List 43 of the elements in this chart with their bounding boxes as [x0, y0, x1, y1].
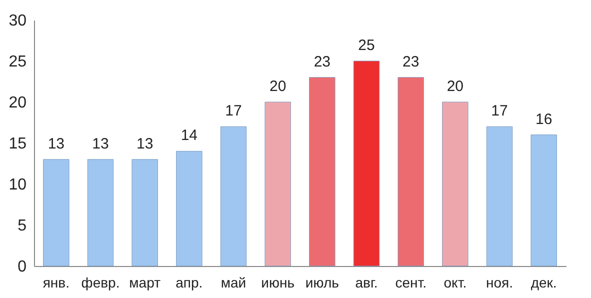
x-tick-label: сент.: [395, 274, 426, 290]
x-tick-label: ноя.: [486, 274, 513, 290]
x-tick-label: дек.: [530, 274, 557, 290]
data-label: 14: [180, 127, 198, 144]
bar: [176, 150, 202, 266]
bar: [220, 126, 247, 266]
x-tick-label: июль: [305, 274, 339, 290]
data-label: 13: [92, 135, 109, 152]
data-label: 13: [136, 135, 154, 152]
y-tick-label: 10: [8, 176, 27, 194]
bar: [442, 102, 468, 266]
bar: [264, 102, 291, 266]
bar: [398, 77, 424, 266]
bar: [132, 159, 158, 266]
x-tick-label: март: [129, 274, 162, 290]
y-tick-label: 30: [8, 12, 27, 30]
y-tick-label: 20: [8, 94, 27, 112]
bar: [43, 159, 70, 266]
x-tick-label: окт.: [444, 274, 467, 290]
data-label: 23: [314, 53, 331, 70]
bar: [353, 60, 380, 266]
bar: [87, 159, 114, 266]
data-label: 25: [358, 37, 375, 54]
y-tick-label: 15: [8, 136, 27, 152]
data-label: 23: [402, 53, 420, 70]
bar: [309, 77, 336, 266]
data-label: 20: [446, 78, 464, 95]
x-tick-label: янв.: [42, 274, 70, 290]
x-tick-label: авг.: [355, 274, 378, 290]
x-tick-label: июнь: [261, 274, 295, 290]
x-tick-label: май: [220, 274, 246, 290]
x-tick-label: апр.: [176, 274, 203, 290]
data-label: 16: [535, 110, 552, 128]
data-label: 17: [225, 102, 242, 120]
x-tick-label: февр.: [81, 274, 120, 290]
y-tick-label: 0: [18, 258, 27, 276]
bar: [530, 134, 557, 266]
y-tick-label: 5: [18, 218, 27, 234]
y-tick-label: 25: [8, 54, 27, 70]
data-label: 13: [48, 135, 65, 152]
bar: [486, 126, 513, 266]
data-label: 20: [269, 78, 286, 95]
data-label: 17: [491, 102, 508, 120]
